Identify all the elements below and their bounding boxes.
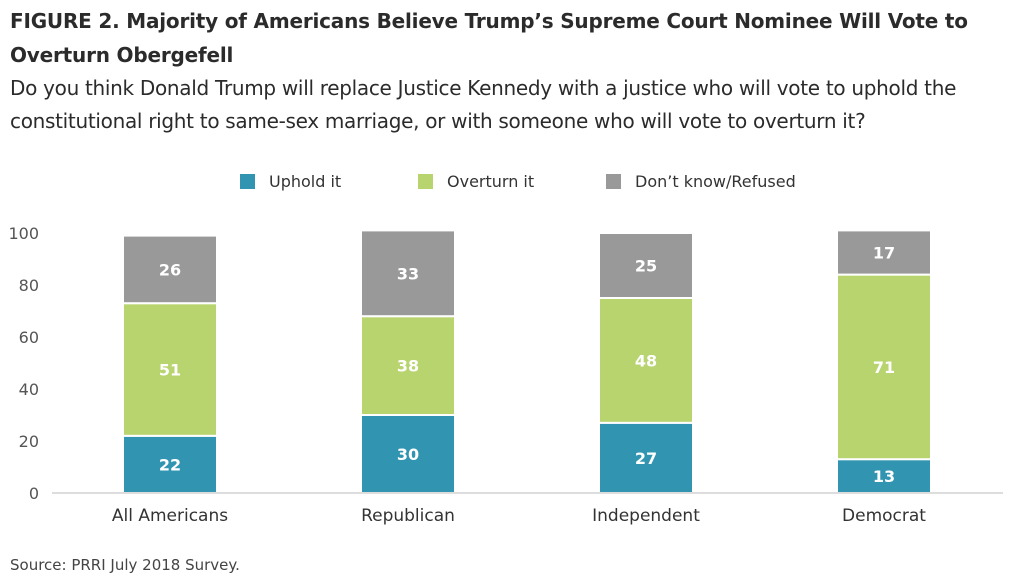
legend-swatch-dont-know [606,173,621,189]
data-label: 51 [159,361,181,380]
legend-swatch-uphold [240,173,255,189]
data-label: 13 [873,467,895,486]
legend: Uphold it Overturn it Don’t know/Refused [0,170,1013,192]
data-label: 48 [635,351,657,370]
y-tick-label: 20 [19,432,39,451]
data-label: 25 [635,257,657,276]
legend-label-dont-know: Don’t know/Refused [635,171,796,191]
source-note: Source: PRRI July 2018 Survey. [10,556,240,574]
y-tick-label: 40 [19,380,39,399]
x-category-label: All Americans [112,506,228,526]
x-category-label: Republican [361,506,455,526]
bar-segment [360,315,456,417]
bar-segment [122,302,218,437]
chart-title: FIGURE 2. Majority of Americans Believe … [10,9,968,67]
legend-label-overturn: Overturn it [447,171,535,191]
legend-item-uphold: Uphold it [240,170,341,192]
data-label: 27 [635,449,657,468]
legend-item-overturn: Overturn it [418,170,534,192]
y-tick-label: 80 [19,276,39,295]
data-label: 71 [873,358,895,377]
bar-segment [598,232,694,299]
data-label: 33 [397,264,419,283]
data-label: 17 [873,244,895,263]
data-label: 22 [159,455,181,474]
data-label: 26 [159,260,181,279]
bar-segment [836,273,932,461]
y-tick-label: 100 [8,224,39,243]
bar-segment [836,229,932,276]
y-tick-label: 60 [19,328,39,347]
chart-subtitle: Do you think Donald Trump will replace J… [10,76,957,133]
x-category-label: Independent [592,506,700,526]
y-tick-label: 0 [29,484,39,503]
bar-segment [122,234,218,305]
bar-segment [360,229,456,318]
data-label: 30 [397,445,419,464]
legend-label-uphold: Uphold it [269,171,342,191]
data-label: 38 [397,357,419,376]
legend-swatch-overturn [418,173,433,189]
legend-item-dont-know: Don’t know/Refused [606,170,796,192]
x-category-label: Democrat [842,506,926,526]
